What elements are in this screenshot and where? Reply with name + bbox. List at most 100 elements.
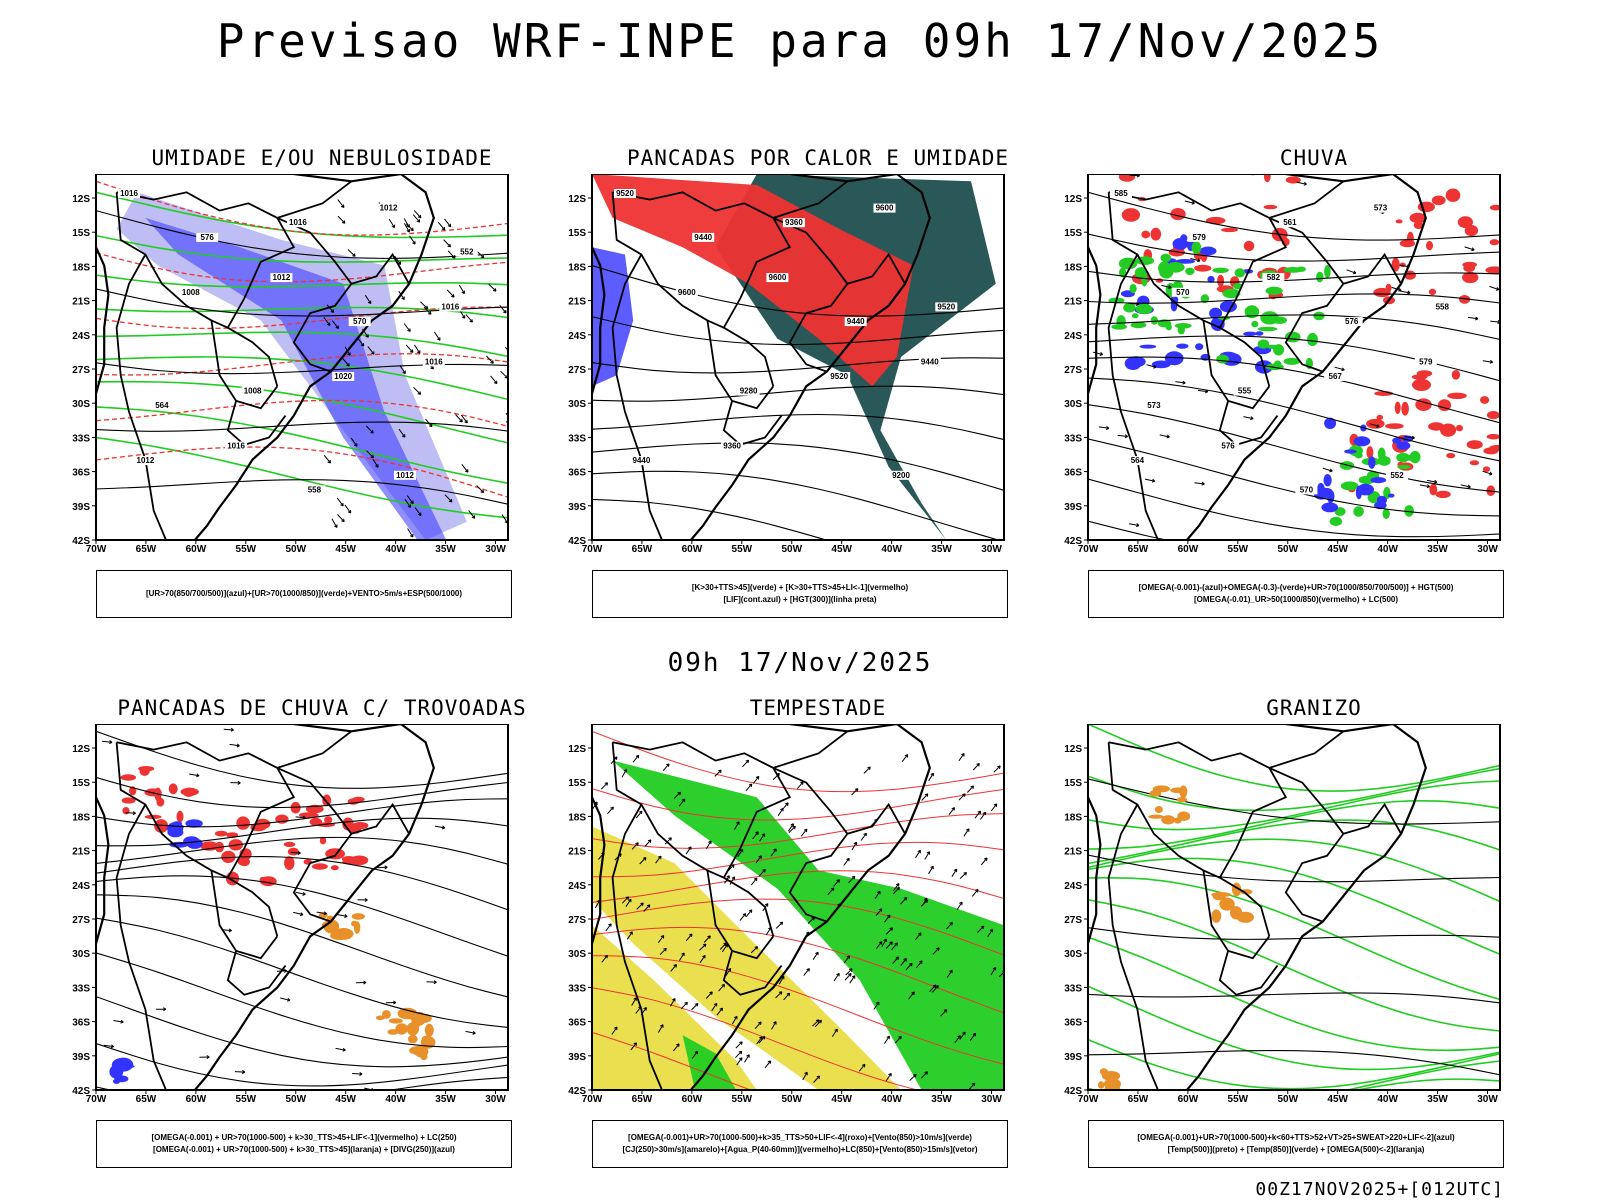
wind-arrowhead <box>745 759 750 764</box>
wind-arrowhead <box>441 226 446 231</box>
wind-arrowhead <box>430 365 434 370</box>
wind-vector <box>754 1021 762 1030</box>
wind-vector <box>771 1021 777 1030</box>
wind-vector <box>323 317 331 326</box>
contour-label: 9440 <box>847 317 865 326</box>
lon-tick-label: 55W <box>1228 544 1249 555</box>
streamline-arrow <box>1129 174 1140 177</box>
legend-line: [OMEGA(-0.001)+UR>70(1000-500)+k<60+TTS>… <box>1137 1133 1455 1142</box>
wind-vector <box>699 955 706 964</box>
wind-vector <box>336 497 344 507</box>
wind-vector <box>800 828 808 837</box>
wind-arrowhead <box>340 502 344 507</box>
streamline-arrow <box>1098 426 1109 429</box>
contour-label-bg <box>1110 189 1132 198</box>
wind-arrowhead <box>509 419 512 422</box>
wind-arrowhead <box>846 857 850 862</box>
lon-tick-label: 55W <box>732 1094 753 1105</box>
wind-vector <box>734 821 740 830</box>
wind-vector <box>851 788 859 796</box>
precip-cell <box>1486 433 1500 440</box>
precip-cell <box>382 1010 391 1019</box>
wind-arrowhead <box>718 769 722 774</box>
contour-label: 9360 <box>723 442 741 451</box>
precip-cell <box>1409 450 1421 464</box>
wind-arrowhead <box>909 962 913 967</box>
wind-arrowhead <box>721 983 725 988</box>
map-base <box>1088 724 1427 1090</box>
wind-arrowhead <box>668 837 672 841</box>
precip-cell <box>1387 493 1395 498</box>
contour-label-bg <box>890 470 912 480</box>
wind-arrowhead <box>962 793 966 797</box>
wind-vector <box>443 239 451 248</box>
contour-label-bg <box>782 218 805 228</box>
political-border <box>277 180 352 219</box>
wind-vector <box>461 463 469 473</box>
wind-arrowhead <box>327 459 331 464</box>
wind-vector <box>490 375 498 384</box>
humidity-contour-green <box>96 274 508 288</box>
wind-vector <box>601 954 608 963</box>
streamline-arrow <box>1369 423 1380 428</box>
wind-vector <box>892 956 900 964</box>
streamline-arrow <box>465 1030 476 1034</box>
run-footer: 00Z17NOV2025+[012UTC] <box>1255 1179 1504 1200</box>
contour-label: 1008 <box>182 288 200 297</box>
panel-title: TEMPESTADE <box>749 696 887 720</box>
contour-label-bg <box>675 287 698 297</box>
wind-vector <box>783 992 790 1001</box>
wind-arrowhead <box>228 928 232 933</box>
political-border <box>115 742 229 879</box>
wind-arrowhead <box>924 899 929 904</box>
wind-vector <box>881 938 887 948</box>
streamline-arrow <box>1468 316 1479 320</box>
wind-arrowhead <box>903 958 907 962</box>
precip-cell <box>1170 787 1187 794</box>
political-border <box>226 950 287 996</box>
lon-tick-label: 50W <box>781 544 802 555</box>
wind-arrowhead <box>647 839 652 843</box>
precip-cell <box>1257 326 1278 332</box>
lon-tick-label: 35W <box>931 1094 952 1105</box>
contour-label: 567 <box>1329 372 1343 381</box>
precip-cell <box>1257 339 1270 349</box>
streamline <box>96 875 508 957</box>
lon-tick-label: 50W <box>1277 1094 1298 1105</box>
streamline-arrow <box>103 1044 114 1048</box>
wind-vector <box>680 1001 688 1010</box>
wind-arrowhead <box>1489 359 1494 364</box>
streamline-arrow <box>1322 467 1333 472</box>
wind-arrowhead <box>694 1050 699 1055</box>
wind-vector <box>802 1071 808 1081</box>
lat-tick-label: 12S <box>568 194 586 205</box>
streamline-arrow <box>293 911 304 916</box>
pressure-contour <box>96 479 508 505</box>
lat-tick-label: 36S <box>1064 1018 1082 1029</box>
wind-arrowhead <box>764 903 769 907</box>
wind-arrowhead <box>989 928 994 933</box>
wind-arrowhead <box>786 992 791 997</box>
contour-label: 9600 <box>876 204 894 213</box>
wind-arrowhead <box>936 947 940 951</box>
map-content: 9520 9600 9440 9360 9600 9600 9520 9440 9360 9520… <box>592 174 1004 540</box>
streamline-arrow <box>1400 290 1411 294</box>
wind-arrowhead <box>965 828 970 832</box>
precip-cell <box>1459 295 1471 304</box>
contour-label: 582 <box>1267 273 1281 282</box>
lat-tick-label: 30S <box>1064 399 1082 410</box>
precip-cell <box>1263 204 1278 210</box>
contour-label-bg <box>1340 317 1363 327</box>
wind-arrowhead <box>417 391 422 395</box>
contour-label: 576 <box>1221 442 1235 451</box>
wind-arrowhead <box>346 363 350 367</box>
wind-vector <box>405 344 414 353</box>
wind-vector <box>909 1074 917 1081</box>
wind-arrowhead <box>883 938 887 942</box>
wind-arrowhead <box>963 872 967 876</box>
wind-arrowhead <box>391 224 395 229</box>
wind-vector <box>851 841 857 851</box>
wind-arrowhead <box>980 925 985 930</box>
political-border <box>116 741 296 937</box>
lat-tick-label: 36S <box>568 468 586 479</box>
